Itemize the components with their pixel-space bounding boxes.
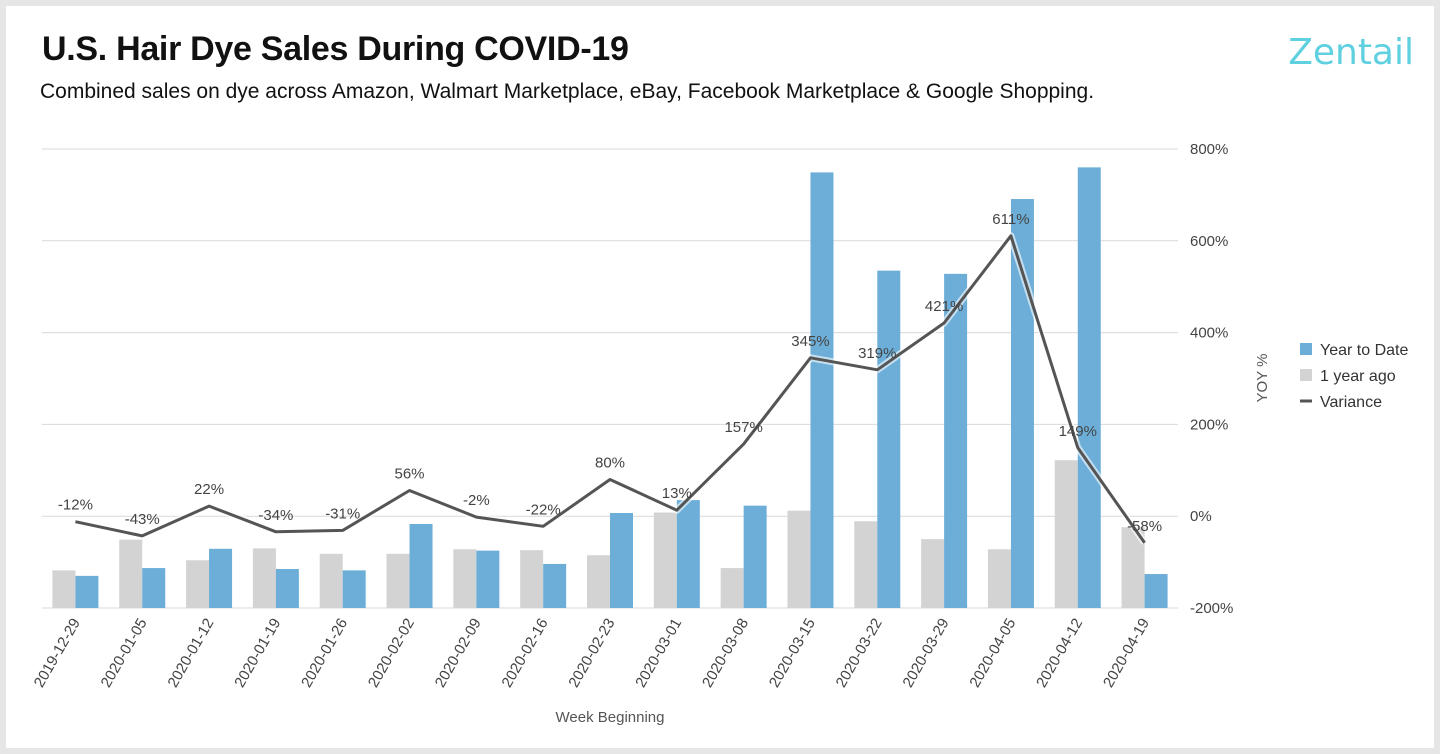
bar-year-to-date [142, 568, 166, 608]
bar-series [52, 167, 1168, 609]
bar-last-year [252, 548, 276, 608]
legend: Year to Date 1 year ago Variance [1300, 342, 1408, 411]
legend-entry: 1 year ago [1320, 368, 1396, 385]
legend-swatch [1300, 343, 1312, 355]
bar-last-year [453, 549, 477, 608]
variance-data-label: 80% [595, 454, 625, 471]
x-tick-label: 2020-02-09 [432, 616, 485, 691]
x-tick-label: 2020-01-12 [164, 616, 217, 691]
bar-last-year [1054, 460, 1078, 608]
chart-subtitle: Combined sales on dye across Amazon, Wal… [40, 80, 1095, 103]
variance-data-label: 421% [925, 298, 963, 315]
x-axis-label: Week Beginning [556, 709, 665, 726]
variance-data-label: 13% [662, 485, 692, 502]
x-tick-label: 2020-04-12 [1033, 616, 1086, 691]
variance-data-label: -2% [463, 492, 490, 509]
bar-last-year [854, 521, 878, 608]
bar-last-year [720, 568, 744, 608]
x-tick-label: 2020-03-15 [766, 616, 819, 691]
variance-data-label: 319% [858, 345, 896, 362]
bar-last-year [520, 550, 544, 608]
bar-year-to-date [409, 524, 433, 608]
x-tick-label: 2020-03-29 [899, 616, 952, 691]
legend-entry: Year to Date [1320, 342, 1408, 359]
x-tick-label: 2020-03-22 [833, 616, 886, 691]
variance-data-label: -22% [526, 501, 561, 518]
x-tick-label: 2020-04-05 [966, 616, 1019, 691]
variance-data-label: 345% [791, 333, 829, 350]
y2-tick-label: -200% [1190, 600, 1233, 617]
x-tick-label: 2020-03-01 [632, 616, 685, 691]
variance-data-label: -58% [1127, 518, 1162, 535]
bar-last-year [787, 510, 811, 608]
bar-last-year [653, 512, 677, 608]
bar-last-year [186, 560, 210, 608]
chart-card [6, 6, 1434, 748]
bar-year-to-date [743, 505, 767, 608]
y2-tick-label: 200% [1190, 416, 1228, 433]
bar-last-year [52, 570, 76, 608]
bar-year-to-date [676, 500, 700, 608]
bar-year-to-date [1077, 167, 1101, 609]
bar-year-to-date [877, 270, 901, 608]
variance-data-label: -12% [58, 497, 93, 514]
x-tick-label: 2020-02-16 [499, 616, 552, 691]
bar-year-to-date [342, 570, 366, 608]
y2-tick-label: 0% [1190, 508, 1212, 525]
bar-last-year [587, 555, 610, 608]
bar-year-to-date [1144, 574, 1168, 608]
y2-tick-label: 800% [1190, 141, 1228, 158]
variance-data-label: -34% [258, 507, 293, 524]
variance-data-label: -43% [125, 511, 160, 528]
variance-data-label: -31% [325, 505, 360, 522]
variance-line-halo [74, 232, 1148, 545]
variance-line-group: -12% -43% 22% -34% -31% 56% -2% -22% 80% 13% 157% 3… [58, 211, 1162, 545]
brand-logo: Zentail [1288, 32, 1414, 73]
bar-year-to-date [543, 563, 567, 608]
x-tick-label: 2020-02-23 [565, 616, 618, 691]
variance-data-label: 611% [992, 211, 1029, 228]
variance-data-label: 22% [194, 481, 224, 498]
variance-data-label: 149% [1059, 423, 1097, 440]
bar-last-year [319, 553, 343, 608]
x-tick-label: 2020-03-08 [699, 616, 752, 691]
bar-last-year [119, 539, 143, 608]
bar-year-to-date [275, 568, 299, 608]
x-tick-label: 2020-04-19 [1100, 616, 1153, 691]
x-tick-label: 2019-12-29 [31, 616, 84, 691]
x-tick-label: 2020-02-02 [365, 616, 418, 691]
bar-last-year [386, 553, 410, 608]
variance-line [75, 234, 1146, 544]
bar-year-to-date [944, 273, 968, 608]
chart-title: U.S. Hair Dye Sales During COVID-19 [42, 30, 629, 68]
variance-data-label: 157% [724, 419, 762, 436]
bar-year-to-date [610, 512, 633, 608]
x-tick-label: 2020-01-19 [231, 616, 284, 691]
bar-year-to-date [75, 575, 99, 608]
variance-data-label: 56% [395, 465, 425, 482]
bar-last-year [987, 549, 1011, 608]
y2-axis-label: YOY % [1254, 354, 1271, 403]
x-tick-label: 2020-01-26 [298, 616, 351, 691]
bar-last-year [921, 539, 945, 608]
bar-last-year [1121, 527, 1145, 608]
bar-year-to-date [1010, 199, 1034, 608]
legend-entry: Variance [1320, 394, 1382, 411]
bar-year-to-date [209, 548, 233, 608]
x-tick-label: 2020-01-05 [98, 616, 151, 691]
y2-tick-label: 600% [1190, 233, 1228, 250]
y2-tick-label: 400% [1190, 325, 1228, 342]
legend-swatch [1300, 369, 1312, 381]
bar-year-to-date [810, 172, 834, 608]
bar-year-to-date [476, 550, 500, 608]
